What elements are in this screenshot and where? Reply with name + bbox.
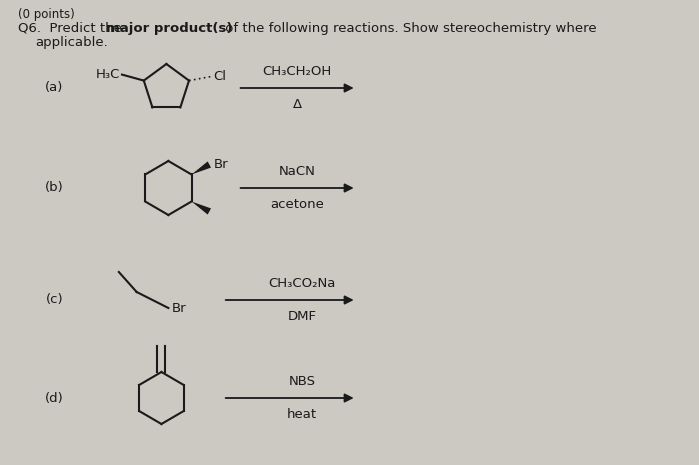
Text: CH₃CO₂Na: CH₃CO₂Na bbox=[268, 277, 336, 290]
Text: Br: Br bbox=[213, 158, 228, 171]
Polygon shape bbox=[192, 201, 211, 214]
Text: H₃C: H₃C bbox=[96, 68, 120, 81]
Text: applicable.: applicable. bbox=[36, 36, 108, 49]
Polygon shape bbox=[192, 161, 211, 174]
Text: (b): (b) bbox=[45, 181, 64, 194]
Text: Cl: Cl bbox=[212, 70, 226, 83]
Text: Q6.  Predict the: Q6. Predict the bbox=[18, 22, 126, 35]
Text: of the following reactions. Show stereochemistry where: of the following reactions. Show stereoc… bbox=[221, 22, 596, 35]
Text: (a): (a) bbox=[45, 81, 64, 94]
Text: NaCN: NaCN bbox=[279, 165, 315, 178]
Text: (c): (c) bbox=[45, 293, 64, 306]
Text: Δ: Δ bbox=[293, 98, 302, 111]
Text: (d): (d) bbox=[45, 392, 64, 405]
Text: acetone: acetone bbox=[271, 198, 324, 211]
Text: NBS: NBS bbox=[289, 375, 315, 388]
Text: CH₃CH₂OH: CH₃CH₂OH bbox=[263, 65, 332, 78]
Text: heat: heat bbox=[287, 408, 317, 421]
Text: DMF: DMF bbox=[287, 310, 317, 323]
Text: (0 points): (0 points) bbox=[18, 8, 75, 21]
Text: Br: Br bbox=[171, 301, 186, 314]
Text: major product(s): major product(s) bbox=[106, 22, 233, 35]
